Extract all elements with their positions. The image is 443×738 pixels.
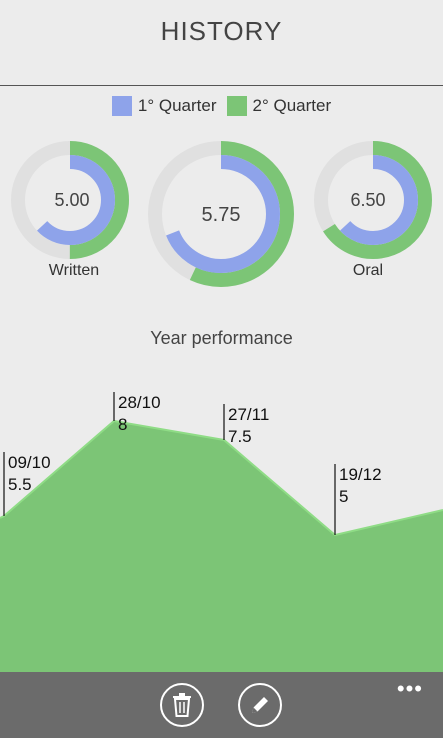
donut-oral-label: Oral [352, 262, 384, 279]
point-date-label: 19/12 [339, 465, 382, 484]
donut-total-q1 [162, 155, 280, 273]
edit-button[interactable] [238, 683, 282, 727]
donut-written-q1 [25, 155, 115, 245]
point-date-label: 09/10 [8, 453, 51, 472]
delete-button[interactable] [160, 683, 204, 727]
point-date-label: 28/10 [118, 393, 161, 412]
donut-total-value: 5.75 [202, 204, 241, 226]
legend: 1° Quarter 2° Quarter [0, 96, 443, 116]
page-title: HISTORY [160, 16, 283, 46]
app-bar: ••• [0, 672, 443, 738]
legend-label-q1: 1° Quarter [137, 96, 217, 115]
legend-item-q1: 1° Quarter [111, 96, 217, 116]
point-value-label: 7.5 [228, 427, 252, 446]
performance-area-chart: 09/10 5.5 28/10 8 27/11 7.5 19/12 5 [0, 392, 443, 672]
more-options-button[interactable]: ••• [396, 676, 423, 701]
donut-oral-q2 [314, 141, 432, 259]
donut-written-q2 [11, 141, 129, 259]
legend-swatch-q2 [226, 96, 247, 116]
donut-oral-value: 6.50 [350, 190, 385, 210]
area-series [0, 421, 443, 672]
pencil-icon [252, 697, 268, 713]
legend-swatch-q1 [111, 96, 132, 116]
point-value-label: 5 [339, 487, 348, 506]
legend-label-q2: 2° Quarter [252, 96, 332, 115]
header: HISTORY [0, 0, 443, 86]
donut-oral[interactable]: 6.50 [314, 141, 432, 259]
trash-icon [173, 693, 191, 717]
point-value-label: 8 [118, 415, 127, 434]
donut-oral-q1 [328, 155, 418, 245]
donut-written[interactable]: 5.00 [11, 141, 129, 259]
donut-total-q2 [148, 141, 294, 287]
donut-written-label: Written [48, 262, 100, 279]
performance-title: Year performance [150, 328, 293, 348]
legend-item-q2: 2° Quarter [226, 96, 332, 116]
quarter-donuts: 5.00 5.75 6.50 [11, 141, 432, 287]
area-series-line [0, 419, 443, 537]
point-date-label: 27/11 [228, 405, 269, 424]
point-value-label: 5.5 [8, 475, 32, 494]
donut-written-value: 5.00 [54, 190, 89, 210]
donut-total[interactable]: 5.75 [148, 141, 294, 287]
